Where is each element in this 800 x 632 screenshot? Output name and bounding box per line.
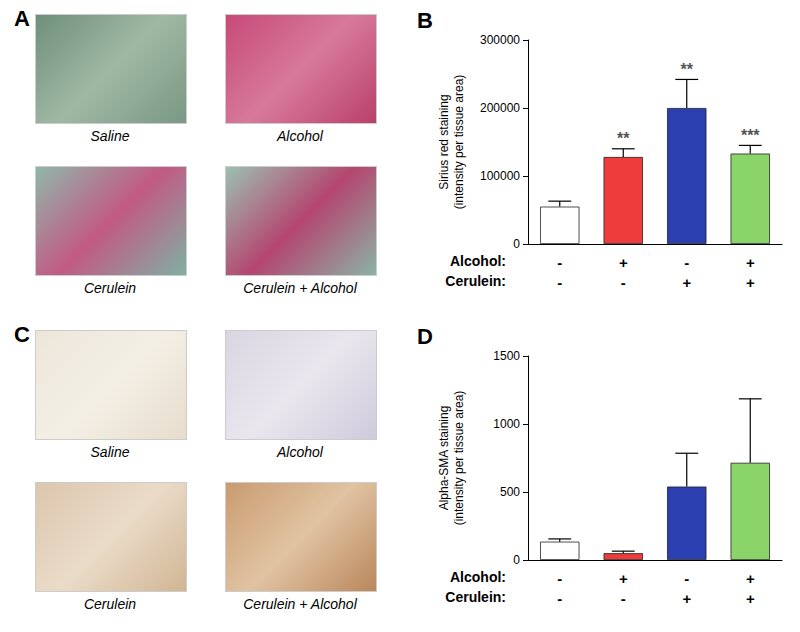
- svg-text:-: -: [684, 254, 689, 271]
- svg-text:100000: 100000: [480, 169, 520, 183]
- svg-text:Alcohol:: Alcohol:: [450, 253, 506, 269]
- svg-text:D: D: [417, 324, 433, 349]
- svg-text:+: +: [746, 254, 755, 271]
- svg-text:**: **: [681, 61, 694, 78]
- html-text:Cerulein + Alcohol: Cerulein + Alcohol: [243, 280, 357, 296]
- html-text:C: C: [14, 322, 30, 347]
- svg-text:+: +: [746, 590, 755, 607]
- svg-text:+: +: [682, 590, 691, 607]
- svg-text:300000: 300000: [480, 33, 520, 47]
- html-text:A: A: [14, 6, 30, 31]
- svg-text:Sirius red staining: Sirius red staining: [437, 94, 451, 189]
- svg-text:B: B: [417, 8, 433, 33]
- html-text:Saline: Saline: [90, 128, 130, 144]
- svg-text:***: ***: [741, 127, 760, 144]
- svg-text:-: -: [557, 590, 562, 607]
- svg-text:1500: 1500: [493, 349, 520, 363]
- svg-text:-: -: [684, 570, 689, 587]
- svg-text:Alpha-SMA staining: Alpha-SMA staining: [437, 406, 451, 511]
- svg-text:1000: 1000: [493, 417, 520, 431]
- svg-text:Cerulein:: Cerulein:: [445, 273, 506, 289]
- html-text:Alcohol: Alcohol: [277, 444, 323, 460]
- svg-text:0: 0: [513, 237, 520, 251]
- html-text:Cerulein + Alcohol: Cerulein + Alcohol: [243, 596, 357, 612]
- svg-text:0: 0: [513, 553, 520, 567]
- svg-text:+: +: [746, 274, 755, 291]
- svg-text:-: -: [557, 274, 562, 291]
- svg-text:-: -: [557, 254, 562, 271]
- svg-text:200000: 200000: [480, 101, 520, 115]
- svg-text:-: -: [557, 570, 562, 587]
- svg-text:Cerulein:: Cerulein:: [445, 589, 506, 605]
- html-text:Saline: Saline: [90, 444, 130, 460]
- svg-text:+: +: [746, 570, 755, 587]
- svg-text:(intensity per tissue area): (intensity per tissue area): [452, 391, 466, 526]
- svg-text:+: +: [619, 570, 628, 587]
- svg-text:+: +: [682, 274, 691, 291]
- svg-text:-: -: [621, 590, 626, 607]
- html-text:Alcohol: Alcohol: [277, 128, 323, 144]
- svg-text:-: -: [621, 274, 626, 291]
- svg-text:**: **: [617, 130, 630, 147]
- html-text:Cerulein: Cerulein: [83, 280, 137, 296]
- html-text:Cerulein: Cerulein: [83, 596, 137, 612]
- svg-text:500: 500: [500, 485, 520, 499]
- svg-text:+: +: [619, 254, 628, 271]
- svg-text:(intensity per tissue area): (intensity per tissue area): [452, 75, 466, 210]
- svg-text:Alcohol:: Alcohol:: [450, 569, 506, 585]
